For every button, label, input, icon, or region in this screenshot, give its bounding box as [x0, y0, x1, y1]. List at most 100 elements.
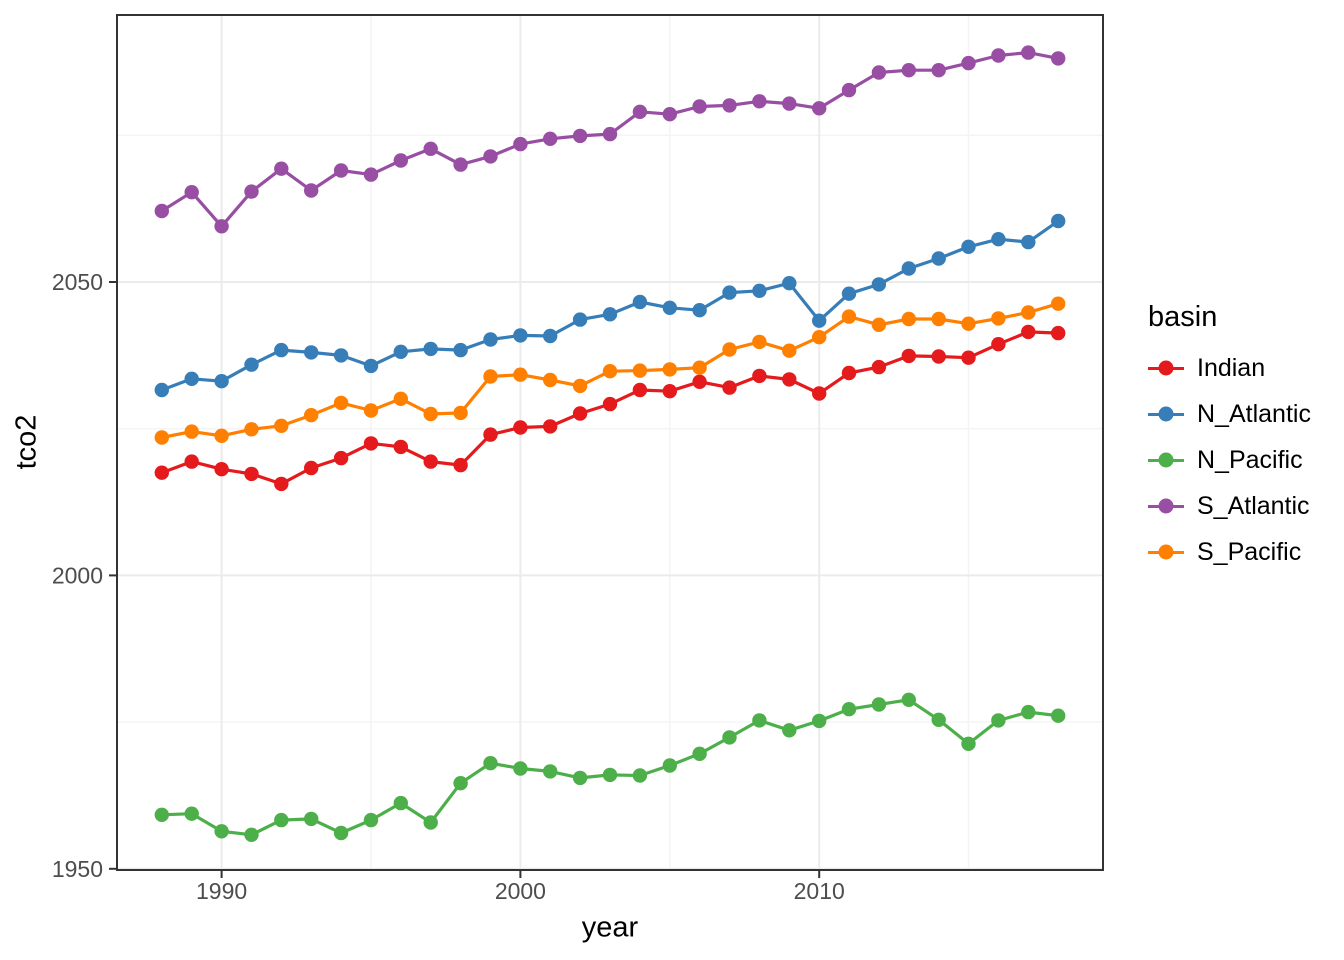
data-point-S_Pacific	[214, 428, 229, 443]
data-point-Indian	[752, 368, 767, 384]
data-point-Indian	[901, 348, 916, 364]
data-point-Indian	[333, 450, 349, 466]
data-point-N_Pacific	[662, 758, 677, 773]
data-point-S_Pacific	[991, 311, 1006, 326]
data-point-N_Atlantic	[662, 300, 677, 315]
data-point-Indian	[812, 386, 827, 401]
data-point-N_Pacific	[274, 812, 289, 828]
data-point-Indian	[393, 439, 408, 455]
data-point-S_Pacific	[722, 342, 737, 357]
data-point-N_Pacific	[423, 815, 438, 830]
legend-title: basin	[1148, 301, 1218, 333]
data-point-S_Atlantic	[602, 126, 618, 142]
data-point-S_Pacific	[1021, 305, 1036, 320]
data-point-N_Atlantic	[991, 232, 1006, 247]
legend-key-s-atlantic-icon	[1148, 491, 1184, 521]
data-point-N_Atlantic	[184, 371, 199, 386]
data-point-S_Atlantic	[1021, 45, 1036, 60]
data-point-N_Pacific	[154, 807, 169, 822]
legend-label-s-atlantic: S_Atlantic	[1197, 491, 1310, 520]
data-point-N_Pacific	[871, 697, 887, 712]
data-point-S_Atlantic	[453, 157, 468, 172]
data-point-Indian	[931, 349, 946, 364]
data-point-S_Pacific	[274, 418, 289, 433]
data-point-S_Atlantic	[632, 104, 648, 120]
data-point-Indian	[961, 350, 976, 365]
data-point-Indian	[543, 419, 558, 434]
legend-key-n-pacific-icon	[1148, 445, 1184, 475]
data-point-N_Atlantic	[363, 358, 379, 374]
legend-key-n-atlantic-icon	[1148, 399, 1184, 429]
data-point-N_Atlantic	[453, 342, 468, 358]
data-point-N_Pacific	[184, 806, 199, 821]
data-point-Indian	[304, 460, 319, 476]
data-point-S_Atlantic	[812, 101, 827, 116]
data-point-Indian	[782, 372, 797, 387]
y-tick-label: 2000	[52, 562, 103, 588]
data-point-S_Atlantic	[1051, 51, 1066, 66]
data-point-Indian	[513, 420, 528, 435]
data-point-N_Atlantic	[782, 276, 797, 291]
data-point-N_Pacific	[722, 730, 737, 745]
data-point-S_Pacific	[363, 403, 379, 418]
data-point-Indian	[154, 465, 169, 480]
data-point-Indian	[572, 406, 588, 421]
data-point-N_Atlantic	[722, 285, 737, 300]
x-axis-title: year	[581, 911, 639, 944]
data-point-S_Pacific	[333, 395, 349, 411]
x-tick-label: 2000	[495, 878, 546, 904]
data-point-S_Atlantic	[423, 141, 438, 156]
y-tick-label: 1950	[52, 856, 103, 882]
data-point-S_Atlantic	[184, 185, 199, 200]
data-point-Indian	[871, 359, 887, 375]
legend-item-indian: Indian	[1148, 353, 1311, 383]
data-point-S_Pacific	[901, 311, 916, 327]
data-point-S_Atlantic	[543, 131, 558, 146]
data-point-N_Pacific	[333, 825, 349, 841]
data-point-S_Atlantic	[393, 153, 408, 168]
data-point-S_Atlantic	[662, 107, 677, 122]
data-point-S_Atlantic	[961, 55, 976, 71]
data-point-N_Pacific	[244, 827, 259, 842]
data-point-S_Pacific	[543, 372, 558, 388]
data-point-N_Pacific	[752, 713, 767, 728]
data-point-Indian	[1051, 325, 1066, 341]
data-point-N_Pacific	[393, 795, 408, 811]
legend-item-s-pacific: S_Pacific	[1148, 537, 1311, 567]
data-point-N_Pacific	[782, 723, 797, 738]
data-point-S_Pacific	[692, 360, 707, 375]
data-point-N_Atlantic	[393, 344, 408, 359]
data-point-S_Pacific	[304, 408, 319, 423]
data-point-N_Atlantic	[961, 239, 976, 254]
data-point-N_Pacific	[961, 736, 976, 751]
y-axis-title: tco2	[10, 414, 43, 470]
data-point-S_Atlantic	[274, 161, 289, 176]
data-point-N_Pacific	[602, 767, 618, 783]
data-point-Indian	[483, 427, 498, 442]
data-point-S_Pacific	[572, 378, 588, 394]
data-point-S_Atlantic	[931, 62, 946, 78]
data-point-N_Atlantic	[841, 286, 857, 301]
data-point-S_Atlantic	[871, 65, 887, 80]
data-point-Indian	[632, 382, 648, 398]
data-point-S_Pacific	[513, 367, 528, 382]
data-point-Indian	[184, 454, 199, 469]
data-point-N_Atlantic	[812, 313, 827, 328]
legend-item-n-pacific: N_Pacific	[1148, 445, 1311, 475]
data-point-N_Atlantic	[214, 374, 229, 389]
data-point-N_Atlantic	[752, 283, 767, 298]
data-point-N_Pacific	[901, 692, 916, 707]
data-point-N_Pacific	[812, 713, 827, 729]
data-point-N_Atlantic	[572, 312, 588, 327]
data-point-S_Pacific	[841, 309, 857, 324]
data-point-S_Pacific	[602, 364, 618, 379]
data-point-S_Atlantic	[722, 98, 737, 113]
data-point-S_Pacific	[1051, 296, 1066, 311]
data-point-N_Atlantic	[901, 261, 916, 276]
data-point-Indian	[991, 337, 1006, 352]
data-point-S_Atlantic	[572, 128, 588, 144]
data-point-N_Atlantic	[602, 307, 618, 322]
data-point-S_Pacific	[154, 430, 169, 445]
data-point-S_Atlantic	[304, 183, 319, 198]
